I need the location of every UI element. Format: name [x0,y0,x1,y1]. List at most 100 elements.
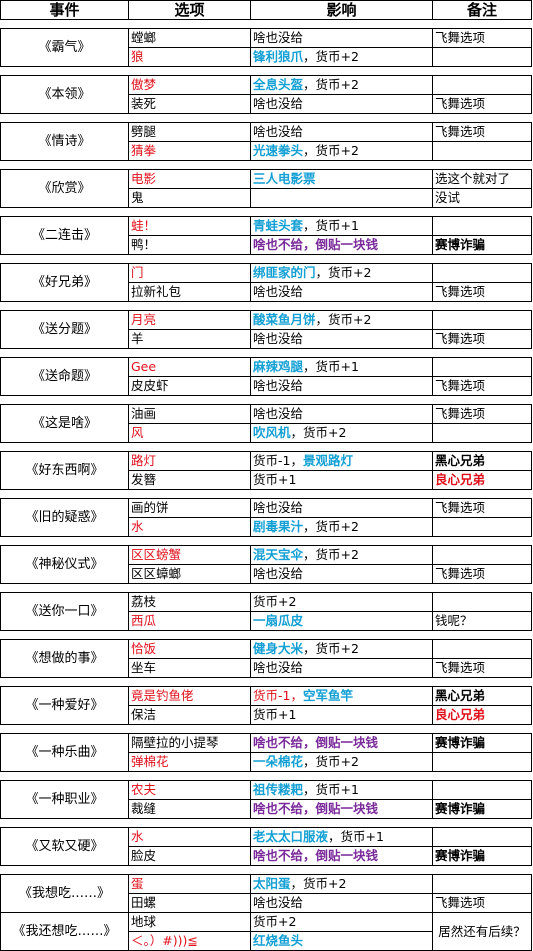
event-name: 《欣赏》 [0,169,129,208]
effect-segment: ，货币+1 [303,782,359,797]
option-cell: 弹棉花 [128,752,251,772]
effect-cell: 啥也没给 [250,28,433,48]
option-cell: 西瓜 [128,611,251,631]
option-cell: 田螺 [128,893,251,913]
option-cell: 电影 [128,169,251,189]
effect-cell: 太阳蛋，货币+2 [250,874,433,894]
effect-cell: 啥也没给 [250,282,433,302]
effect-cell: 啥也没给 [250,94,433,114]
note-cell: 飞舞选项 [432,282,532,302]
table-row: 西瓜 一扇瓜皮 钱呢？ [1,611,532,631]
table-row: 《想做的事》 恰饭 健身大米，货币+2 [0,639,532,678]
spacer-row [1,490,532,499]
effect-segment: 祖传耧耙 [253,782,304,797]
effect-cell: 啥也没给 [250,893,433,913]
effect-cell: 货币+2 [250,912,433,932]
spacer-row [1,866,532,875]
header-note: 备注 [432,0,532,20]
note-cell: 飞舞选项 [432,404,532,424]
note-cell [432,827,532,847]
table-row: 鬼 没试 [1,188,532,208]
spacer-cell [1,67,532,76]
spacer-cell [1,631,532,640]
effect-segment: ，货币+2 [303,49,359,64]
option-cell: 发簪 [128,470,251,490]
effect-segment: ，货币+2 [303,77,359,92]
effect-segment: 啥也没给 [253,124,304,139]
effect-segment: ，货币+2 [315,265,372,280]
note-cell: 选这个就对了 [432,169,532,189]
spacer-cell [1,302,532,311]
effect-segment: 啥也没给 [253,500,304,515]
note-cell: 飞舞选项 [432,658,532,678]
note-cell: 钱呢？ [432,611,532,631]
spacer-cell [1,866,532,875]
table-row: 羊啥也没给 飞舞选项 [1,329,532,349]
effect-cell: 红烧鱼头 [250,931,433,951]
option-cell: 劈腿 [128,122,251,142]
note-cell: 飞舞选项 [432,329,532,349]
option-cell: 竟是钓鱼佬 [128,686,251,706]
effect-segment: 景观路灯 [302,453,353,468]
spacer-cell [1,537,532,546]
event-name: 《送分题》 [0,310,129,349]
option-cell: 隔壁拉的小提琴 [128,733,251,753]
event-name: 《送你一口》 [0,592,129,631]
option-cell: 荔枝 [128,592,251,612]
table-row: 《情诗》 劈腿 啥也没给 飞舞选项 [0,122,532,161]
effect-segment: 啥也没给 [253,566,304,581]
option-cell: 画的饼 [128,498,251,518]
table-row: 《一种职业》 农夫 祖传耧耙，货币+1 [0,780,532,819]
effect-cell: 麻辣鸡腿，货币+1 [250,357,433,377]
effect-cell: 老太太口服液，货币+1 [250,827,433,847]
option-cell: Gee [128,357,251,377]
note-cell [432,780,532,800]
effect-segment: 啥也没给 [253,895,304,910]
option-cell: 蛋 [128,874,251,894]
option-cell: 皮皮虾 [128,376,251,396]
table-row: 《一种爱好》 竟是钓鱼佬 货币-1，空军鱼竿 黑心兄弟 [0,686,532,725]
effect-cell: 啥也没给 [250,329,433,349]
effect-cell: 祖传耧耙，货币+1 [250,780,433,800]
effect-cell: 青蛙头套，货币+1 [250,216,433,236]
option-cell: 区区螃蟹 [128,545,251,565]
effect-cell: 货币-1，景观路灯 [250,451,433,471]
effect-segment: 啥也没给 [253,378,304,393]
effect-segment: 混天宝伞 [253,547,304,562]
spacer-cell [1,161,532,170]
event-name: 《二连击》 [0,216,129,255]
effect-segment: 绑匪家的门 [253,265,316,280]
note-cell: 飞舞选项 [432,28,532,48]
effect-segment: 货币-1， [253,688,303,703]
effect-segment: ，货币+1 [303,359,359,374]
option-cell: 羊 [128,329,251,349]
effect-segment: 啥也不给，倒贴一块钱 [253,237,379,252]
spacer-cell [1,725,532,734]
event-name: 《又软又硬》 [0,827,129,866]
effect-segment: 光速拳头 [253,143,304,158]
spacer-row [1,67,532,76]
effect-segment: 货币+1 [253,707,297,722]
effect-segment: 啥也没给 [253,30,304,45]
effect-segment: 啥也不给，倒贴一块钱 [253,801,379,816]
event-name: 《我想吃……》 [0,874,129,913]
effect-segment: 太阳蛋 [253,876,291,891]
table-row: 《一种乐曲》 隔壁拉的小提琴 啥也不给，倒贴一块钱 赛博诈骗 [0,733,532,772]
spacer-row [1,631,532,640]
header-effect: 影响 [250,0,433,20]
spacer-cell [1,490,532,499]
spacer-cell [1,20,532,29]
option-cell: 路灯 [128,451,251,471]
spacer-row [1,255,532,264]
option-cell: 保洁 [128,705,251,725]
effect-segment: 红烧鱼头 [253,933,304,948]
table-row: 《送命题》 Gee 麻辣鸡腿，货币+1 [0,357,532,396]
table-row: 《霸气》 螳螂 啥也没给 飞舞选项 [0,28,532,67]
effect-segment: 健身大米 [253,641,304,656]
event-name: 《一种职业》 [0,780,129,819]
event-name: 《一种乐曲》 [0,733,129,772]
effect-segment: 三人电影票 [253,171,316,186]
spacer-row [1,443,532,452]
effect-segment: ，货币+2 [290,425,347,440]
note-cell [432,545,532,565]
